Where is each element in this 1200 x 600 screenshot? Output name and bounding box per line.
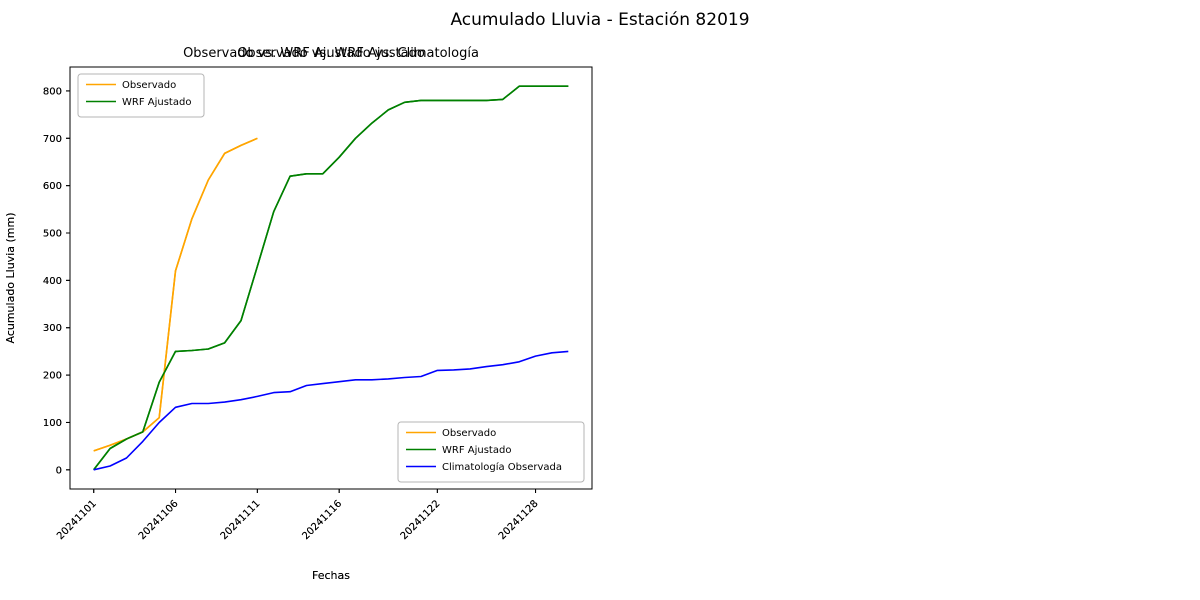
x-axis-label: Fechas [312,569,350,582]
x-tick-label: 20241122 [399,498,443,542]
x-tick-label: 20241101 [55,498,99,542]
y-axis-label: Acumulado Lluvia (mm) [4,212,17,343]
axes-box [69,66,593,490]
y-tick-label: 400 [43,276,62,287]
y-tick-label: 100 [43,418,62,429]
axes-title: Observado vs. WRF Ajustado [237,46,425,61]
y-tick-label: 800 [43,86,62,97]
x-tick-label: 20241116 [301,498,345,542]
figure-title: Acumulado Lluvia - Estación 82019 [450,10,750,30]
y-tick-label: 100 [43,418,62,429]
y-tick-label: 700 [43,134,62,145]
y-tick-label: 0 [56,465,62,476]
axes-title: Observado vs. WRF Ajustado vs. Climatolo… [183,46,479,61]
legend-label: Observado [442,428,496,439]
legend-box [397,421,585,483]
y-tick-label: 0 [56,465,62,476]
legend-label: Observado [122,80,176,91]
chart-observado-vs-wrf-vs-climatologia: 0 100 200 300 400 500 600 700 800 20241101 2024110… [0,42,600,600]
y-tick-label: 300 [43,323,62,334]
y-tick-label: 200 [43,371,62,382]
x-tick-label: 20241106 [137,498,181,542]
y-tick-label: 500 [43,229,62,240]
series-line-wrf-ajustado [93,85,569,471]
series-line-observado [93,137,258,452]
x-tick-label: 20241111 [219,498,263,542]
y-tick-label: 600 [43,181,62,192]
y-axis-label: Acumulado Lluvia (mm) [4,212,17,343]
legend-label: WRF Ajustado [442,445,511,456]
y-tick-label: 700 [43,134,62,145]
legend-label: Climatología Observada [442,461,562,473]
y-tick-label: 600 [43,181,62,192]
series-line-climatolog-a-observada [93,350,569,471]
y-tick-label: 200 [43,371,62,382]
legend-label: WRF Ajustado [122,97,191,108]
y-tick-label: 800 [43,86,62,97]
y-tick-label: 300 [43,323,62,334]
y-tick-label: 400 [43,276,62,287]
x-axis-label: Fechas [312,569,350,582]
y-tick-label: 500 [43,229,62,240]
chart-svg: 0 100 200 300 400 500 600 700 800 20241101 2024110… [4,46,593,582]
x-tick-label: 20241128 [497,498,541,542]
